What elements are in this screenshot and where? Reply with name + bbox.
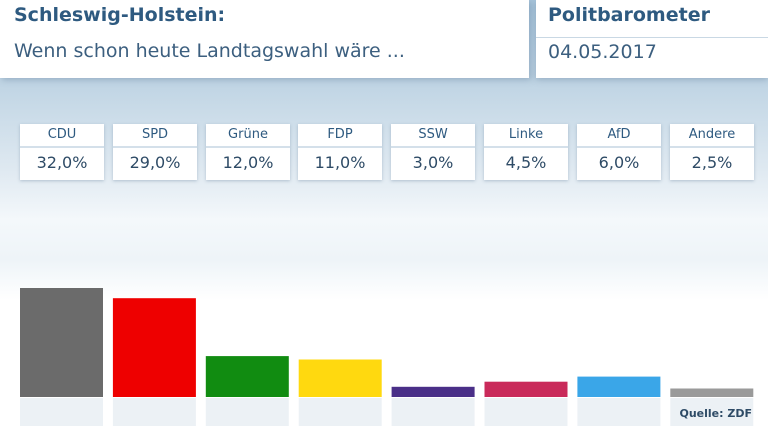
result-card-gruene: Grüne 12,0% <box>206 124 290 180</box>
bar-grüne <box>205 356 289 397</box>
brand-divider <box>536 37 768 38</box>
result-card-linke: Linke 4,5% <box>484 124 568 180</box>
party-name: AfD <box>577 124 661 148</box>
result-card-cdu: CDU 32,0% <box>20 124 104 180</box>
party-name: Linke <box>484 124 568 148</box>
party-value: 3,0% <box>412 153 454 172</box>
page-subtitle: Wenn schon heute Landtagswahl wäre ... <box>14 40 405 62</box>
bar-linke <box>484 381 568 397</box>
source-note: Quelle: ZDF <box>679 407 753 420</box>
bar-reflection-andere <box>670 398 754 426</box>
party-value: 11,0% <box>314 153 366 172</box>
party-value: 12,0% <box>222 153 274 172</box>
bar-ssw <box>391 386 475 397</box>
brand-panel: Politbarometer 04.05.2017 <box>536 0 768 78</box>
result-card-ssw: SSW 3,0% <box>391 124 475 180</box>
party-value: 2,5% <box>691 153 733 172</box>
party-name: Grüne <box>206 124 290 148</box>
bar-reflection-linke <box>484 398 568 426</box>
party-value: 4,5% <box>505 153 547 172</box>
party-value: 6,0% <box>598 153 640 172</box>
bar-reflection-grüne <box>205 398 289 426</box>
bar-spd <box>112 298 196 397</box>
party-value: 32,0% <box>36 153 88 172</box>
party-name: Andere <box>670 124 754 148</box>
header-panel: Schleswig-Holstein: Wenn schon heute Lan… <box>0 0 529 78</box>
result-card-fdp: FDP 11,0% <box>298 124 382 180</box>
party-value: 29,0% <box>129 153 181 172</box>
bar-andere <box>670 388 754 397</box>
bar-chart <box>20 288 754 426</box>
page-title: Schleswig-Holstein: <box>14 4 226 26</box>
bar-reflection-fdp <box>298 398 382 426</box>
survey-date: 04.05.2017 <box>548 41 657 63</box>
party-name: FDP <box>298 124 382 148</box>
result-card-spd: SPD 29,0% <box>113 124 197 180</box>
party-name: SSW <box>391 124 475 148</box>
bar-cdu <box>20 288 103 397</box>
bar-reflection-cdu <box>20 398 103 426</box>
result-card-andere: Andere 2,5% <box>670 124 754 180</box>
result-card-afd: AfD 6,0% <box>577 124 661 180</box>
party-name: CDU <box>20 124 104 148</box>
brand-title: Politbarometer <box>548 4 710 26</box>
bar-reflection-afd <box>577 398 661 426</box>
party-name: SPD <box>113 124 197 148</box>
bar-afd <box>577 376 661 397</box>
bar-reflection-ssw <box>391 398 475 426</box>
bar-reflection-spd <box>112 398 196 426</box>
bar-fdp <box>298 359 382 397</box>
